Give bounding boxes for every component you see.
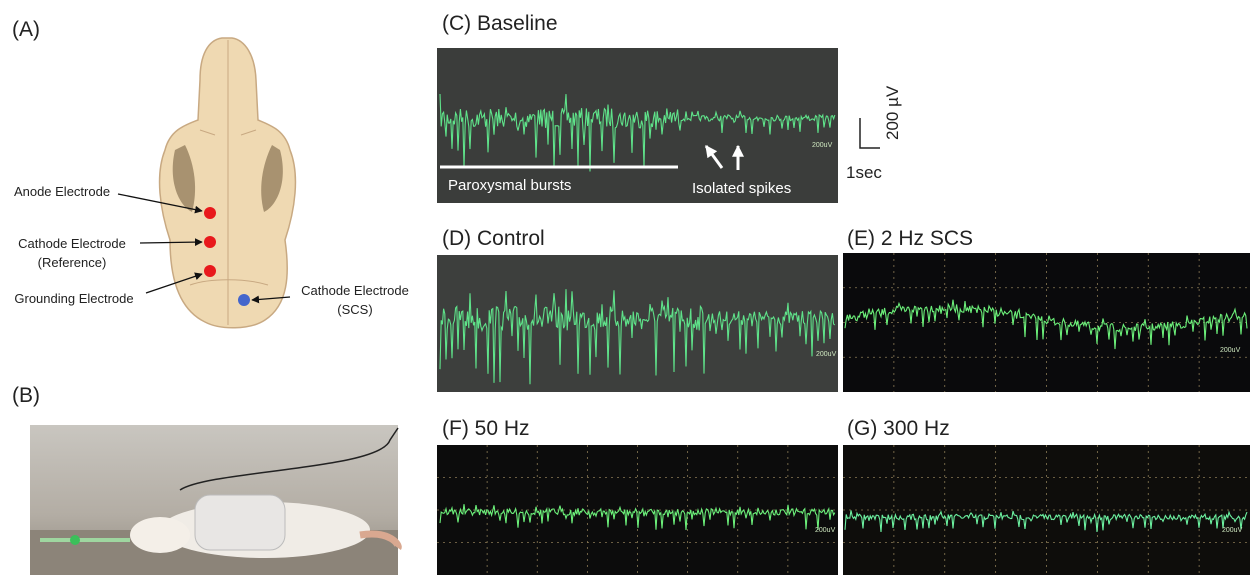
eeg-trace <box>439 289 836 385</box>
electrode-label: (Reference) <box>38 255 107 270</box>
panel-label: (B) <box>12 384 40 407</box>
electrode-label: Cathode Electrode <box>301 283 409 298</box>
panel-label: (G) 300 Hz <box>847 417 950 440</box>
scale-label: 1sec <box>846 163 882 182</box>
scale-bar <box>859 118 880 149</box>
eeg-trace <box>439 504 836 531</box>
annotation: Isolated spikes <box>692 180 791 197</box>
electrode <box>204 236 216 248</box>
annotation: Paroxysmal bursts <box>448 177 571 194</box>
panel-label: (A) <box>12 18 40 41</box>
photo <box>30 425 402 575</box>
electrode-label: Cathode Electrode <box>18 236 126 251</box>
panel-label: (E) 2 Hz SCS <box>847 227 973 250</box>
electrode-label: Grounding Electrode <box>14 291 133 306</box>
scope-scale: 200uV <box>816 351 837 358</box>
electrode-label: Anode Electrode <box>14 184 110 199</box>
scope-scale: 200uV <box>812 142 833 149</box>
electrode-label: (SCS) <box>337 302 372 317</box>
eeg-trace <box>844 510 1248 532</box>
scale-label: 200 µV <box>883 85 902 140</box>
panel-label: (C) Baseline <box>442 12 558 35</box>
leader-lines <box>117 193 291 304</box>
eeg-trace <box>844 299 1248 350</box>
electrode <box>204 265 216 277</box>
scope-scale: 200uV <box>1220 347 1241 354</box>
skull <box>158 37 297 329</box>
panel-label: (F) 50 Hz <box>442 417 530 440</box>
electrode <box>204 207 216 219</box>
panel-label: (D) Control <box>442 227 545 250</box>
arrow <box>704 145 724 169</box>
eeg-trace <box>439 93 836 172</box>
scope-scale: 200uV <box>815 527 836 534</box>
scope-scale: 200uV <box>1222 527 1243 534</box>
electrode <box>238 294 250 306</box>
